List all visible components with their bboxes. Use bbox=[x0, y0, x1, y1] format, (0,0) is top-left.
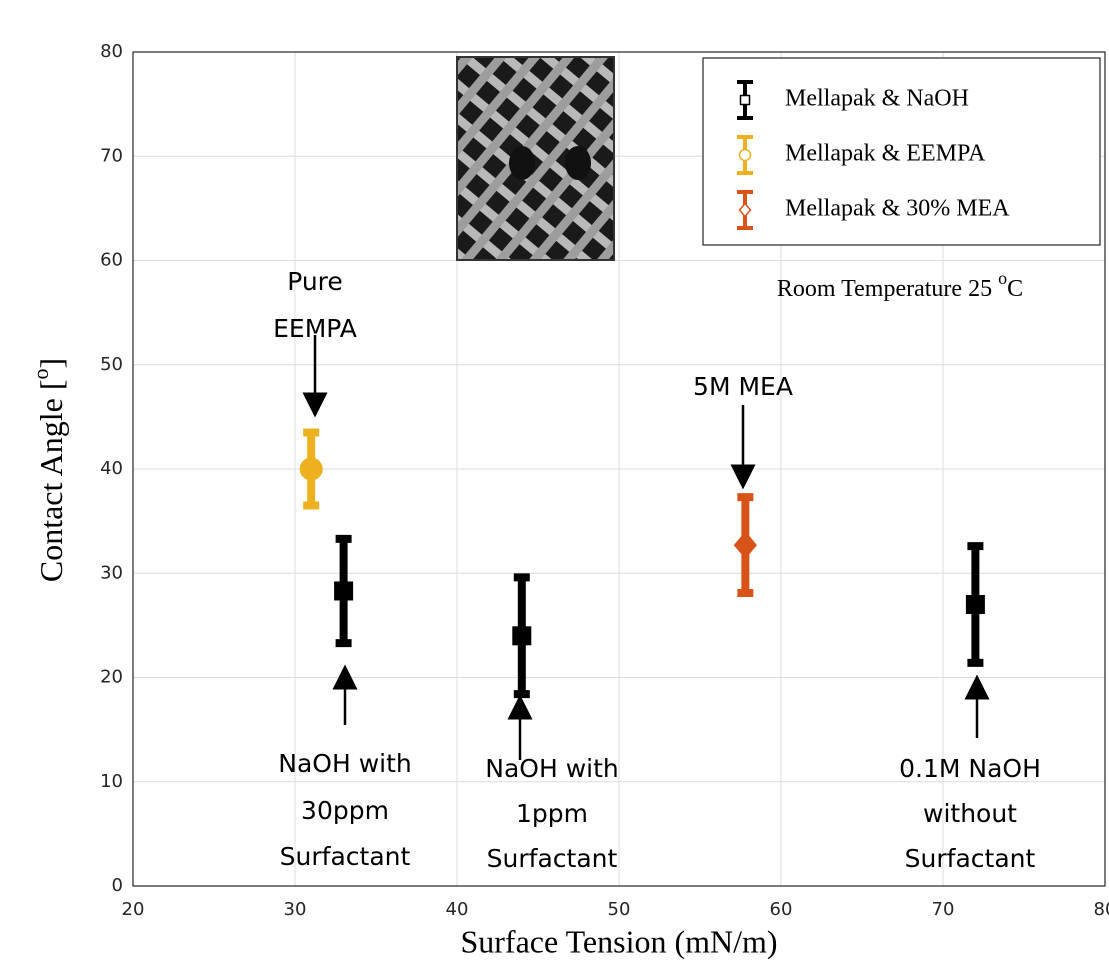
y-tick-label: 40 bbox=[100, 458, 123, 479]
arrows bbox=[302, 335, 990, 760]
point bbox=[512, 626, 532, 646]
y-tick-label: 70 bbox=[100, 145, 123, 166]
legend-marker bbox=[738, 202, 752, 218]
legend-symbol bbox=[737, 190, 753, 230]
x-tick-label: 60 bbox=[770, 899, 793, 920]
x-tick-label: 50 bbox=[608, 899, 631, 920]
annotation: Surfactant bbox=[280, 842, 411, 871]
legend-symbol bbox=[737, 80, 753, 120]
annotation: NaOH with bbox=[278, 749, 411, 778]
annotation: 1ppm bbox=[516, 799, 588, 828]
y-tick-label: 80 bbox=[100, 41, 123, 62]
legend-symbol bbox=[737, 135, 753, 175]
legend-label: Mellapak & NaOH bbox=[785, 86, 969, 112]
y-tick-label: 60 bbox=[100, 250, 123, 271]
plot-frame bbox=[132, 51, 1106, 887]
annotation: Surfactant bbox=[905, 844, 1036, 873]
x-tick-label: 40 bbox=[446, 899, 469, 920]
y-tick-label: 20 bbox=[100, 667, 123, 688]
y-tick-label: 10 bbox=[100, 771, 123, 792]
legend: Mellapak & NaOH Mellapak & EEMPA Mellapak … bbox=[702, 57, 1101, 246]
legend-marker bbox=[738, 148, 752, 162]
condition-note: Room Temperature 25 oC bbox=[777, 268, 1023, 301]
y-tick-label: 50 bbox=[100, 354, 123, 375]
x-tick-label: 80 bbox=[1094, 899, 1109, 920]
annotation: NaOH with bbox=[485, 754, 618, 783]
legend-marker bbox=[739, 94, 751, 106]
annotation: Surfactant bbox=[487, 844, 618, 873]
point bbox=[965, 595, 985, 615]
annotations: Pure EEMPA 5M MEA NaOH with 30ppm Surfactant N… bbox=[273, 267, 1041, 873]
x-tick-label: 20 bbox=[122, 899, 145, 920]
point bbox=[334, 581, 354, 601]
annotation: without bbox=[923, 799, 1017, 828]
x-tick-label: 30 bbox=[284, 899, 307, 920]
legend-label: Mellapak & EEMPA bbox=[785, 141, 986, 167]
inset-photo bbox=[456, 56, 615, 261]
x-tick-label: 70 bbox=[932, 899, 955, 920]
y-axis-label: Contact Angle [o] bbox=[28, 358, 69, 582]
marks bbox=[299, 428, 985, 699]
annotation: Pure bbox=[287, 267, 343, 296]
point bbox=[733, 531, 758, 559]
annotation: EEMPA bbox=[273, 314, 357, 343]
y-tick-label: 30 bbox=[100, 562, 123, 583]
x-axis-label: Surface Tension (mN/m) bbox=[460, 923, 777, 959]
annotation: 0.1M NaOH bbox=[899, 754, 1041, 783]
point bbox=[299, 457, 323, 481]
annotation: 30ppm bbox=[301, 796, 389, 825]
annotation: 5M MEA bbox=[693, 372, 793, 401]
legend-label: Mellapak & 30% MEA bbox=[785, 196, 1010, 222]
y-tick-label: 0 bbox=[112, 875, 123, 896]
